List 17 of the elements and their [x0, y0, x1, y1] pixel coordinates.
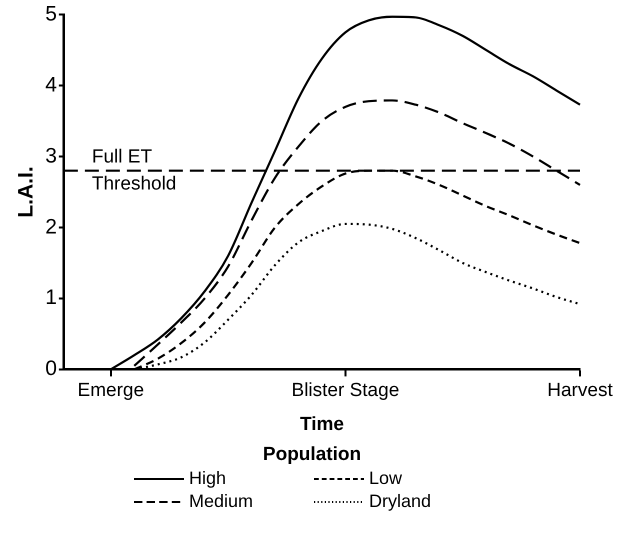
y-tick-label: 5: [45, 2, 57, 26]
ref-line-label: Full ET Threshold: [92, 146, 176, 194]
legend-label: High: [189, 468, 226, 489]
y-tick-label: 3: [45, 144, 57, 168]
x-tick-label: Harvest: [547, 380, 614, 402]
y-axis-title: L.A.I.: [14, 166, 38, 218]
x-tick-label: Blister Stage: [292, 380, 400, 402]
y-tick-label: 4: [45, 73, 58, 96]
legend-label: Dryland: [369, 491, 432, 512]
legend-label: Medium: [189, 491, 254, 512]
y-tick-label: 2: [45, 215, 57, 238]
legend-title: Population: [262, 444, 362, 466]
y-tick-label: 0: [45, 357, 57, 380]
legend-label: Low: [369, 468, 402, 489]
x-tick-label: Emerge: [78, 380, 144, 402]
x-axis-title: Time: [300, 414, 344, 435]
y-tick-label: 1: [45, 286, 57, 310]
